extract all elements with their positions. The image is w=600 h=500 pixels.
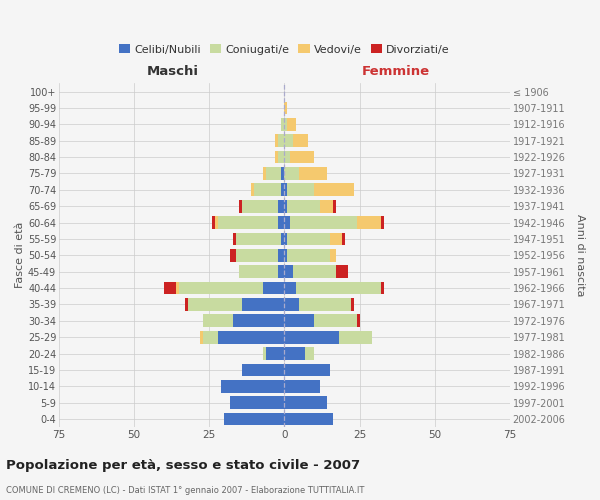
Bar (188, 298, 242, 311)
Bar (287, 232, 329, 245)
Bar (242, 298, 284, 311)
Bar (164, 282, 176, 294)
Bar (299, 298, 350, 311)
Bar (200, 331, 203, 344)
Bar (179, 282, 263, 294)
Text: COMUNE DI CREMENO (LC) - Dati ISTAT 1° gennaio 2007 - Elaborazione TUTTITALIA.IT: COMUNE DI CREMENO (LC) - Dati ISTAT 1° g… (6, 486, 364, 495)
Bar (242, 200, 278, 212)
Bar (293, 266, 335, 278)
Bar (203, 314, 233, 327)
Bar (284, 118, 287, 130)
Bar (278, 266, 284, 278)
Bar (275, 134, 278, 147)
Bar (212, 216, 215, 229)
Text: Femmine: Femmine (362, 66, 430, 78)
Y-axis label: Fasce di età: Fasce di età (15, 222, 25, 288)
Bar (224, 412, 284, 426)
Bar (284, 347, 305, 360)
Bar (215, 216, 218, 229)
Bar (230, 396, 284, 409)
Text: Maschi: Maschi (147, 66, 199, 78)
Bar (251, 184, 254, 196)
Bar (218, 216, 278, 229)
Bar (284, 150, 290, 164)
Bar (218, 331, 284, 344)
Bar (239, 200, 242, 212)
Bar (275, 150, 278, 164)
Bar (263, 282, 284, 294)
Bar (254, 184, 281, 196)
Bar (329, 232, 341, 245)
Bar (284, 102, 287, 114)
Bar (287, 184, 314, 196)
Bar (281, 167, 284, 180)
Bar (278, 200, 284, 212)
Bar (287, 249, 329, 262)
Bar (290, 216, 356, 229)
Bar (242, 364, 284, 376)
Bar (236, 249, 278, 262)
Bar (281, 118, 284, 130)
Bar (284, 314, 314, 327)
Bar (284, 412, 332, 426)
Bar (263, 347, 266, 360)
Bar (305, 347, 314, 360)
Bar (263, 167, 266, 180)
Bar (284, 282, 296, 294)
Bar (284, 396, 326, 409)
Bar (287, 200, 320, 212)
Bar (314, 314, 356, 327)
Bar (266, 167, 281, 180)
Bar (299, 167, 326, 180)
Bar (284, 298, 299, 311)
Bar (335, 266, 347, 278)
Bar (236, 232, 281, 245)
Bar (221, 380, 284, 392)
Bar (278, 150, 284, 164)
Bar (281, 184, 284, 196)
Bar (203, 331, 218, 344)
Bar (284, 232, 287, 245)
Bar (290, 150, 314, 164)
Bar (293, 134, 308, 147)
Bar (233, 314, 284, 327)
Bar (287, 118, 296, 130)
Bar (239, 266, 278, 278)
Bar (314, 184, 353, 196)
Bar (380, 216, 383, 229)
Bar (266, 347, 284, 360)
Bar (356, 216, 380, 229)
Bar (296, 282, 380, 294)
Text: Popolazione per età, sesso e stato civile - 2007: Popolazione per età, sesso e stato civil… (6, 460, 360, 472)
Bar (281, 232, 284, 245)
Bar (185, 298, 188, 311)
Bar (230, 249, 236, 262)
Bar (320, 200, 332, 212)
Bar (332, 200, 335, 212)
Bar (380, 282, 383, 294)
Bar (284, 184, 287, 196)
Bar (278, 134, 284, 147)
Y-axis label: Anni di nascita: Anni di nascita (575, 214, 585, 296)
Bar (284, 167, 299, 180)
Bar (356, 314, 359, 327)
Bar (233, 232, 236, 245)
Bar (284, 249, 287, 262)
Bar (350, 298, 353, 311)
Bar (176, 282, 179, 294)
Legend: Celibi/Nubili, Coniugati/e, Vedovi/e, Divorziati/e: Celibi/Nubili, Coniugati/e, Vedovi/e, Di… (116, 41, 453, 58)
Bar (284, 216, 290, 229)
Bar (284, 331, 338, 344)
Bar (284, 364, 329, 376)
Bar (338, 331, 371, 344)
Bar (284, 200, 287, 212)
Bar (329, 249, 335, 262)
Bar (341, 232, 344, 245)
Bar (278, 249, 284, 262)
Bar (284, 380, 320, 392)
Bar (284, 266, 293, 278)
Bar (278, 216, 284, 229)
Bar (284, 134, 293, 147)
